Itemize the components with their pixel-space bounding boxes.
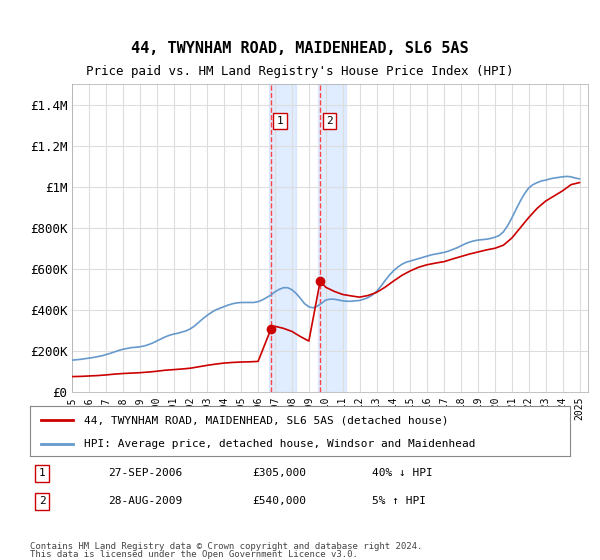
Text: 28-AUG-2009: 28-AUG-2009 <box>108 496 182 506</box>
Text: 2: 2 <box>38 496 46 506</box>
Text: 44, TWYNHAM ROAD, MAIDENHEAD, SL6 5AS: 44, TWYNHAM ROAD, MAIDENHEAD, SL6 5AS <box>131 41 469 56</box>
Text: 44, TWYNHAM ROAD, MAIDENHEAD, SL6 5AS (detached house): 44, TWYNHAM ROAD, MAIDENHEAD, SL6 5AS (d… <box>84 415 449 425</box>
Text: 27-SEP-2006: 27-SEP-2006 <box>108 468 182 478</box>
Text: HPI: Average price, detached house, Windsor and Maidenhead: HPI: Average price, detached house, Wind… <box>84 439 476 449</box>
Text: 5% ↑ HPI: 5% ↑ HPI <box>372 496 426 506</box>
Text: Contains HM Land Registry data © Crown copyright and database right 2024.: Contains HM Land Registry data © Crown c… <box>30 542 422 551</box>
Text: 1: 1 <box>38 468 46 478</box>
Text: 40% ↓ HPI: 40% ↓ HPI <box>372 468 433 478</box>
Bar <box>269 84 296 392</box>
Bar <box>319 84 346 392</box>
Text: 1: 1 <box>277 116 283 126</box>
Text: 2: 2 <box>326 116 333 126</box>
Text: £540,000: £540,000 <box>252 496 306 506</box>
Text: This data is licensed under the Open Government Licence v3.0.: This data is licensed under the Open Gov… <box>30 550 358 559</box>
Text: £305,000: £305,000 <box>252 468 306 478</box>
Text: Price paid vs. HM Land Registry's House Price Index (HPI): Price paid vs. HM Land Registry's House … <box>86 66 514 78</box>
